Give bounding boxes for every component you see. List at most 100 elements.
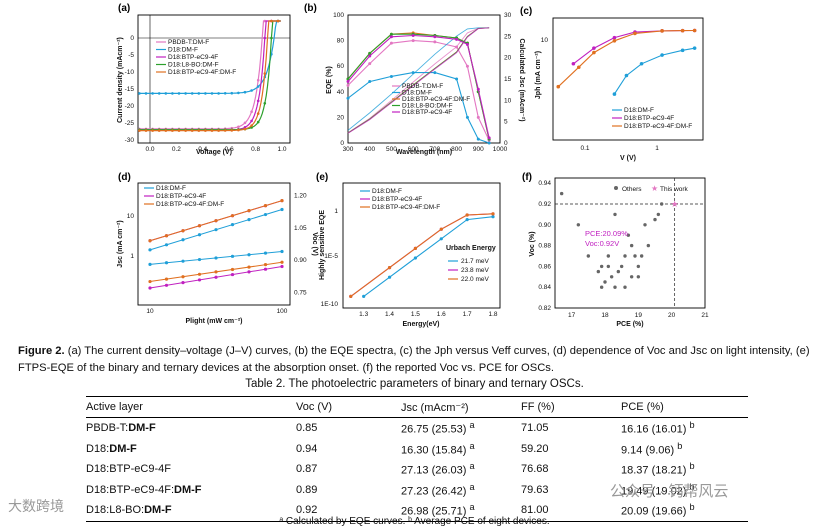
jv-point xyxy=(164,129,168,132)
panel-e-ytick-2: 1E-10 xyxy=(321,301,339,308)
jv-point xyxy=(256,120,260,124)
jv-point xyxy=(210,129,214,132)
table-row: PBDB-T:DM-F 0.85 26.75 (25.53) a 71.05 1… xyxy=(86,418,748,439)
panel-c-label: (c) xyxy=(520,6,532,17)
panel-b-xtick: 700 xyxy=(429,146,440,153)
cell-ff: 81.00 xyxy=(521,504,549,517)
cell-jsc-note: a xyxy=(469,420,475,431)
panel-b-yticks: 0 20 40 60 80 100 xyxy=(333,12,344,147)
panel-f-legend: Others ★ This work xyxy=(614,184,689,193)
panel-b-xtick: 400 xyxy=(364,146,375,153)
jph-point xyxy=(639,61,644,66)
eqe-point xyxy=(433,71,437,75)
panel-e-label: (e) xyxy=(316,172,328,183)
others-point xyxy=(613,285,617,289)
cell-jsc: 27.23 (26.42) xyxy=(401,485,467,498)
others-point xyxy=(633,254,637,258)
panel-a-legend-item: D18:BTP-eC9-4F xyxy=(168,54,218,61)
panel-b-ytick: 80 xyxy=(337,38,345,45)
jv-point xyxy=(190,129,194,132)
jv-curve-1 xyxy=(139,20,281,95)
light-point xyxy=(148,286,152,290)
panel-e-xtick: 1.6 xyxy=(437,311,446,318)
eqe-point xyxy=(346,77,350,81)
panel-e-ylabel: Highly sensitive EQE xyxy=(319,210,326,280)
jv-point xyxy=(270,19,273,23)
others-point xyxy=(606,264,611,269)
jv-point xyxy=(184,92,187,95)
panel-a-yticks: 0 -5 -10 -15 -20 -25 -30 xyxy=(125,35,135,144)
others-point xyxy=(623,285,627,289)
light-point xyxy=(214,275,218,279)
light-point xyxy=(247,270,251,274)
jsc-integrated-curve-4 xyxy=(347,27,490,134)
jv-curve-4 xyxy=(139,20,281,132)
light-point xyxy=(280,249,284,254)
panel-e-ytick-1: 1E-5 xyxy=(324,253,338,260)
jv-curve-3 xyxy=(139,20,281,131)
eqe-point xyxy=(411,39,415,43)
ftps-point xyxy=(413,246,418,250)
panel-b-y2tick: 5 xyxy=(504,119,508,126)
jv-point xyxy=(151,92,154,95)
eqe-point xyxy=(487,141,491,145)
jv-point xyxy=(204,92,207,95)
jv-point xyxy=(243,90,247,94)
light-point xyxy=(197,257,202,262)
panel-f-xlabel: PCE (%) xyxy=(616,321,643,328)
figure-2: .ax{stroke:#000;stroke-width:0.9;fill:no… xyxy=(117,3,709,328)
panel-a-curves xyxy=(138,19,281,132)
others-point xyxy=(599,285,604,289)
jph-curve-1 xyxy=(573,29,695,65)
light-point xyxy=(263,212,268,217)
panel-d-legend-item: D18:BTP-eC9-4F xyxy=(156,193,206,200)
jv-point xyxy=(171,129,174,132)
ftps-point xyxy=(465,213,469,217)
panel-f-legend-item: This work xyxy=(660,186,689,193)
watermark-right: 公众号 · 钙帮风云 xyxy=(610,483,729,500)
panel-e-xlabel: Energy(eV) xyxy=(403,321,440,328)
jv-point xyxy=(250,126,253,129)
panel-b-y2tick: 30 xyxy=(504,12,512,19)
others-point xyxy=(609,275,614,279)
others-point xyxy=(639,254,644,258)
others-point xyxy=(619,264,624,269)
light-point xyxy=(280,207,284,212)
ftps-point xyxy=(387,266,392,270)
eqe-point xyxy=(346,96,350,100)
others-point xyxy=(636,264,641,269)
panel-b-y2tick: 0 xyxy=(504,140,508,147)
panel-a-ytick: -20 xyxy=(125,103,135,110)
cell-voc: 0.94 xyxy=(296,442,318,455)
cell-acceptor: DM-F xyxy=(174,483,202,496)
jph-point xyxy=(680,28,685,33)
ftps-point xyxy=(491,212,495,216)
panel-a-xtick: 0.0 xyxy=(145,146,154,153)
light-point xyxy=(280,264,284,269)
jv-point xyxy=(177,92,181,95)
others-point xyxy=(629,243,634,248)
panel-a: (a) 0.0 0.2 0.4 0.6 0.8 1.0 0 -5 -10 -15 -20 -25 -3… xyxy=(117,3,291,156)
table-row: D18:DM-F 0.94 16.30 (15.84) a 59.20 9.14… xyxy=(86,439,748,460)
jv-point xyxy=(250,110,253,113)
cell-donor: D18: xyxy=(86,442,110,455)
panel-e-xtick: 1.4 xyxy=(385,311,394,318)
jph-point xyxy=(680,48,685,53)
col-voc: Voc (V) xyxy=(296,401,333,413)
jv-point xyxy=(138,129,141,132)
panel-b-legend-item: PBDB-T:DM-F xyxy=(402,83,443,90)
panel-d-label: (d) xyxy=(118,172,131,183)
cell-voc: 0.85 xyxy=(296,422,318,435)
panel-b-legend-item: D18:BTP-eC9-4F xyxy=(402,109,452,116)
cell-pce-note: b xyxy=(689,461,695,472)
light-point xyxy=(164,234,169,238)
panel-f-xtick: 17 xyxy=(568,312,576,319)
panel-d-axes xyxy=(137,182,291,306)
others-point xyxy=(559,191,564,196)
cell-donor: D18:BTP-eC9-4F xyxy=(86,463,171,476)
jph-point xyxy=(556,84,561,89)
jv-point xyxy=(243,126,247,129)
light-point xyxy=(148,279,152,284)
others-point xyxy=(576,223,581,227)
panel-f-ytick: 0.92 xyxy=(538,201,551,208)
